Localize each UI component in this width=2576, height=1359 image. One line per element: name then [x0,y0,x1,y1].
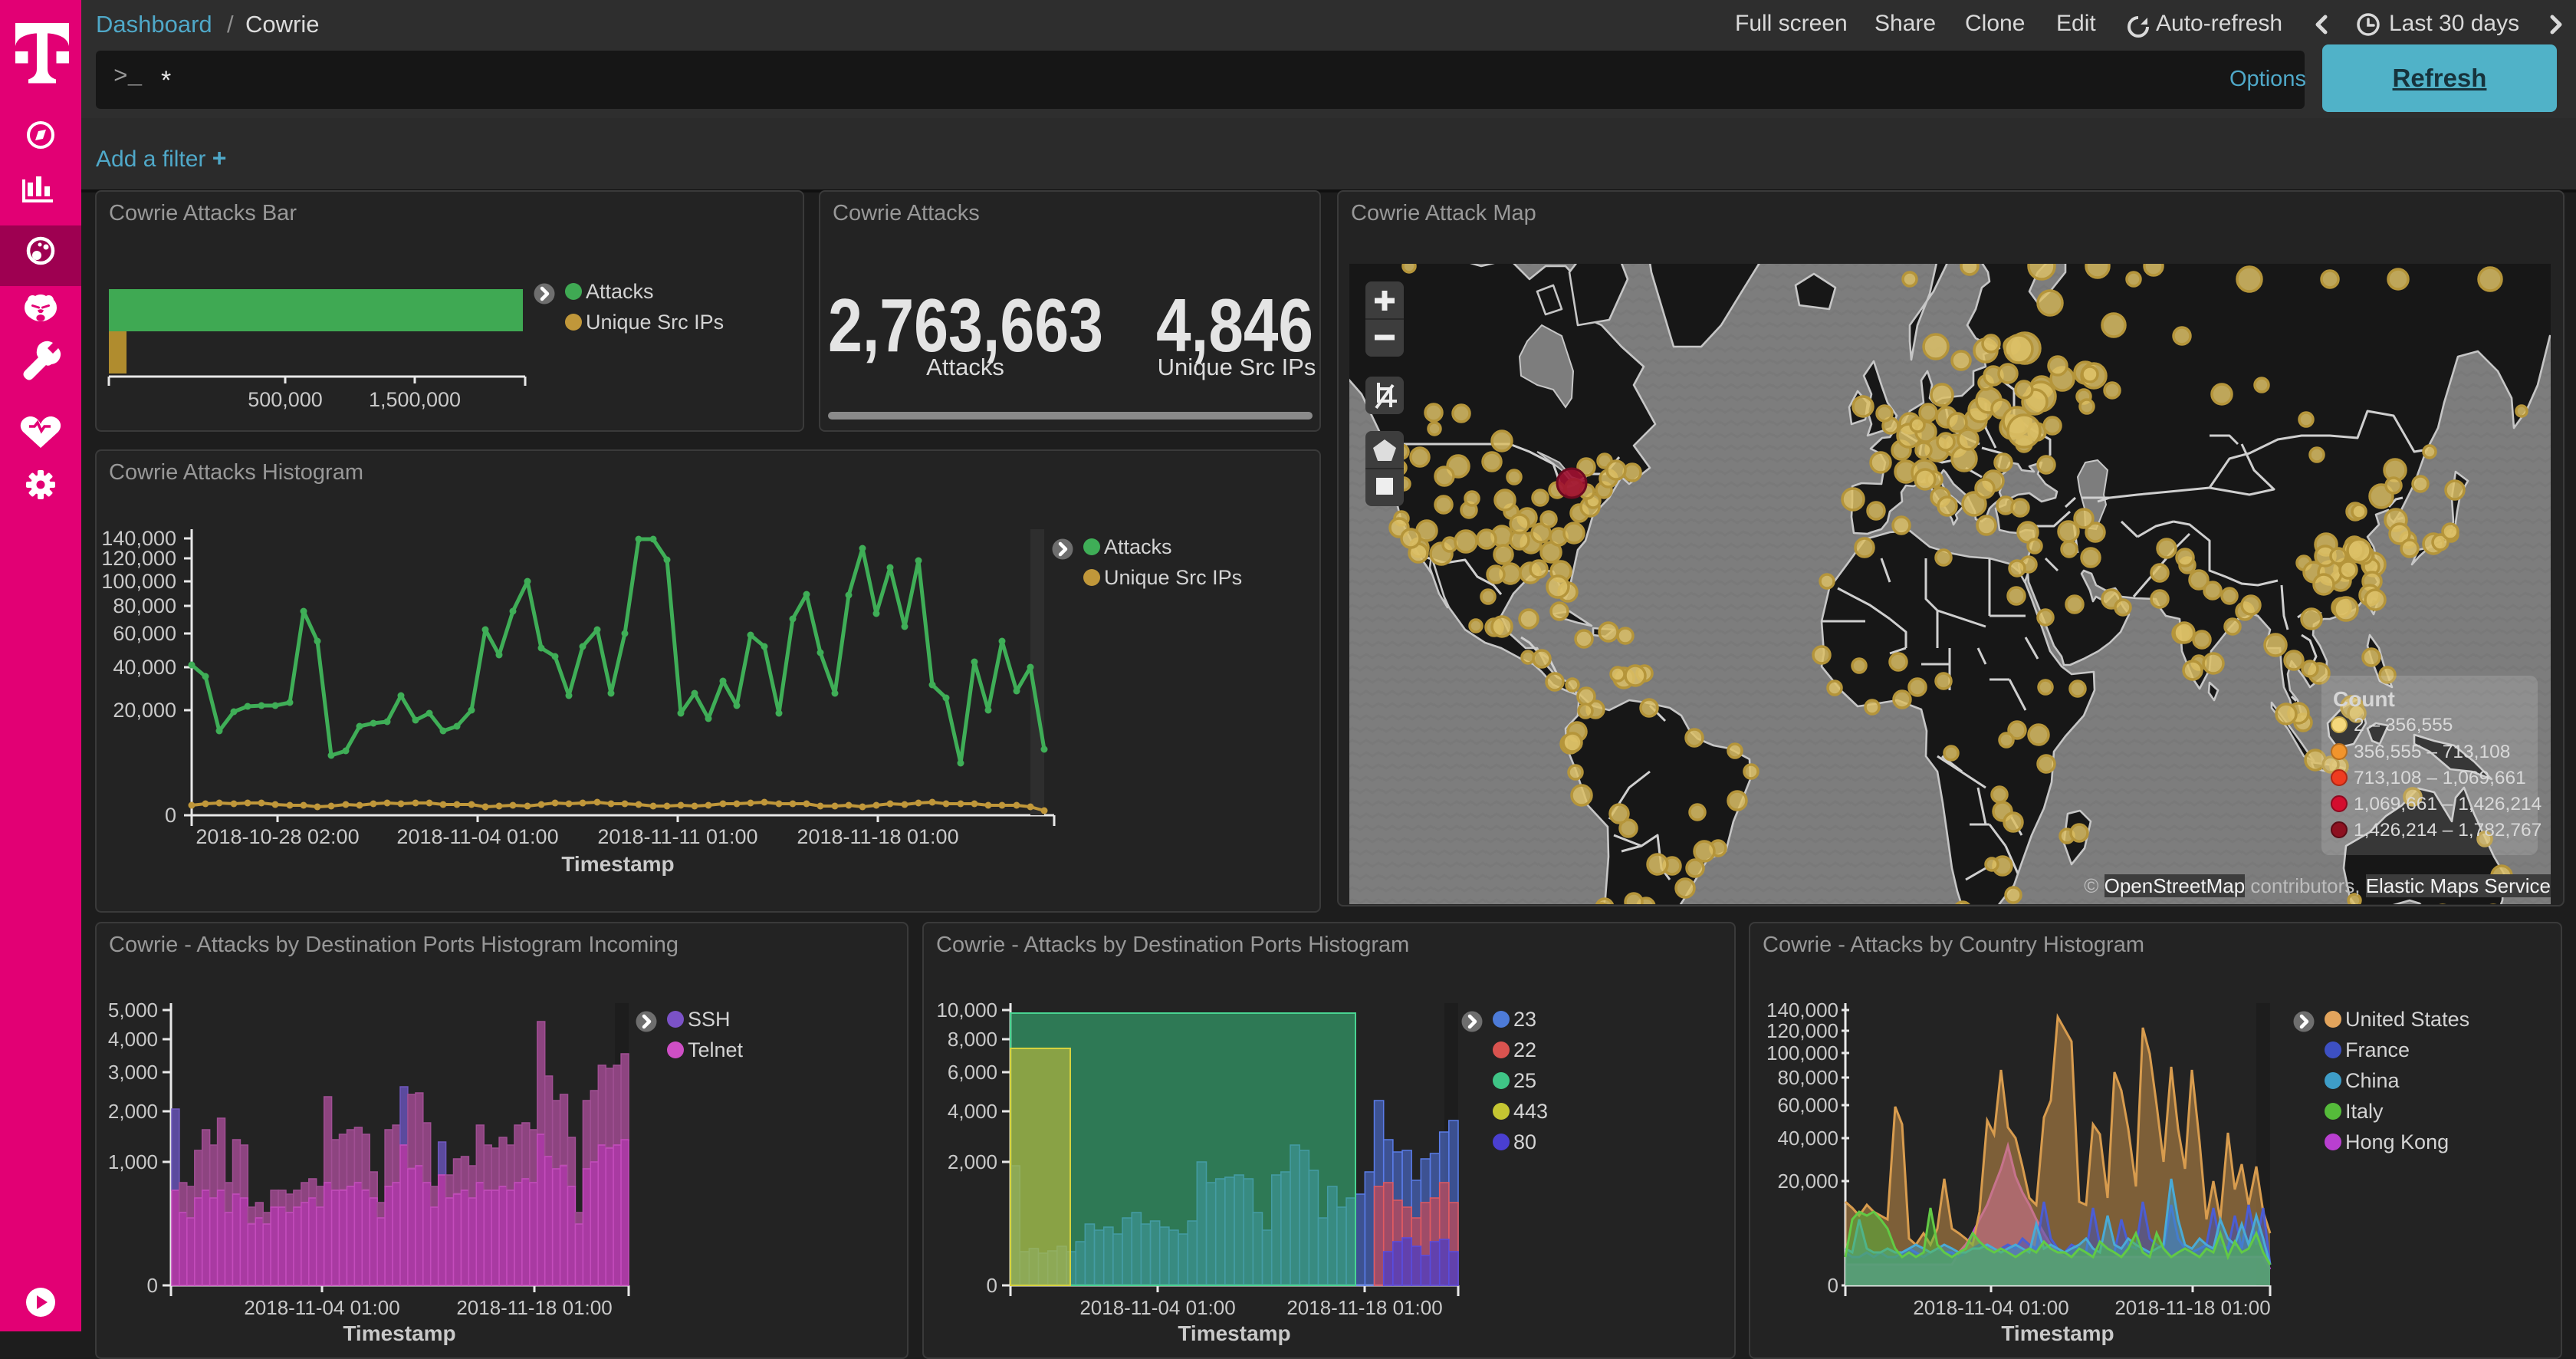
svg-text:Attacks: Attacks [1104,535,1172,558]
svg-text:500,000: 500,000 [248,388,323,411]
svg-text:60,000: 60,000 [113,622,176,645]
svg-text:140,000: 140,000 [1766,999,1838,1022]
svg-text:2018-11-18 01:00: 2018-11-18 01:00 [797,825,958,848]
svg-text:0: 0 [147,1274,158,1297]
svg-text:22: 22 [1513,1038,1536,1061]
svg-text:2,763,663: 2,763,663 [828,283,1103,367]
svg-text:Attacks: Attacks [926,354,1004,380]
svg-text:China: China [2345,1069,2400,1092]
svg-text:Telnet: Telnet [688,1038,744,1061]
svg-text:1,069,661 – 1,426,214: 1,069,661 – 1,426,214 [2354,794,2542,814]
svg-text:Attacks: Attacks [586,280,654,303]
svg-text:Timestamp: Timestamp [2001,1321,2114,1345]
svg-text:8,000: 8,000 [948,1028,997,1051]
svg-text:100,000: 100,000 [101,570,176,593]
svg-text:10,000: 10,000 [936,999,997,1022]
svg-text:80: 80 [1513,1130,1536,1153]
svg-text:Unique Src IPs: Unique Src IPs [1104,566,1242,589]
svg-text:443: 443 [1513,1100,1548,1123]
svg-text:Timestamp: Timestamp [561,852,674,876]
svg-text:2018-11-11 01:00: 2018-11-11 01:00 [597,825,757,848]
svg-text:60,000: 60,000 [1777,1094,1838,1117]
svg-text:120,000: 120,000 [1766,1019,1838,1042]
svg-text:Unique Src IPs: Unique Src IPs [586,311,724,334]
svg-text:1,426,214 – 1,782,767: 1,426,214 – 1,782,767 [2354,820,2542,841]
svg-text:2018-11-04 01:00: 2018-11-04 01:00 [244,1296,399,1319]
svg-text:120,000: 120,000 [101,547,176,570]
svg-text:40,000: 40,000 [113,656,176,679]
svg-text:1,500,000: 1,500,000 [369,388,461,411]
svg-text:80,000: 80,000 [113,594,176,617]
svg-text:Timestamp: Timestamp [1178,1321,1290,1345]
svg-text:0: 0 [1828,1274,1838,1297]
svg-text:United States: United States [2345,1008,2469,1031]
svg-text:6,000: 6,000 [948,1061,997,1084]
svg-text:3,000: 3,000 [108,1061,158,1084]
svg-text:2018-11-04 01:00: 2018-11-04 01:00 [396,825,558,848]
svg-text:4,000: 4,000 [108,1028,158,1051]
svg-text:5,000: 5,000 [108,999,158,1022]
svg-text:2 – 356,555: 2 – 356,555 [2354,715,2453,735]
svg-text:Timestamp: Timestamp [343,1321,455,1345]
svg-text:2018-11-04 01:00: 2018-11-04 01:00 [1079,1296,1235,1319]
svg-text:4,000: 4,000 [948,1100,997,1123]
svg-text:2018-11-18 01:00: 2018-11-18 01:00 [2114,1296,2270,1319]
svg-text:40,000: 40,000 [1777,1127,1838,1150]
svg-text:2018-10-28 02:00: 2018-10-28 02:00 [196,825,359,848]
svg-text:0: 0 [987,1274,997,1297]
svg-text:713,108 – 1,069,661: 713,108 – 1,069,661 [2354,768,2526,788]
svg-text:140,000: 140,000 [101,527,176,550]
svg-text:20,000: 20,000 [113,699,176,722]
svg-text:80,000: 80,000 [1777,1066,1838,1089]
svg-text:2,000: 2,000 [948,1150,997,1173]
svg-text:356,555 – 713,108: 356,555 – 713,108 [2354,742,2510,762]
svg-text:2018-11-18 01:00: 2018-11-18 01:00 [1286,1296,1442,1319]
svg-text:23: 23 [1513,1008,1536,1031]
svg-text:SSH: SSH [688,1008,731,1031]
svg-text:100,000: 100,000 [1766,1041,1838,1064]
svg-text:20,000: 20,000 [1777,1170,1838,1193]
svg-text:4,846: 4,846 [1156,283,1313,367]
svg-text:Italy: Italy [2345,1100,2384,1123]
svg-text:France: France [2345,1038,2410,1061]
svg-text:Unique Src IPs: Unique Src IPs [1158,354,1316,380]
svg-text:2,000: 2,000 [108,1100,158,1123]
svg-text:1,000: 1,000 [108,1150,158,1173]
svg-text:25: 25 [1513,1069,1536,1092]
svg-text:2018-11-18 01:00: 2018-11-18 01:00 [456,1296,612,1319]
svg-text:0: 0 [165,804,176,827]
svg-text:Hong Kong: Hong Kong [2345,1130,2449,1153]
svg-text:2018-11-04 01:00: 2018-11-04 01:00 [1913,1296,2068,1319]
